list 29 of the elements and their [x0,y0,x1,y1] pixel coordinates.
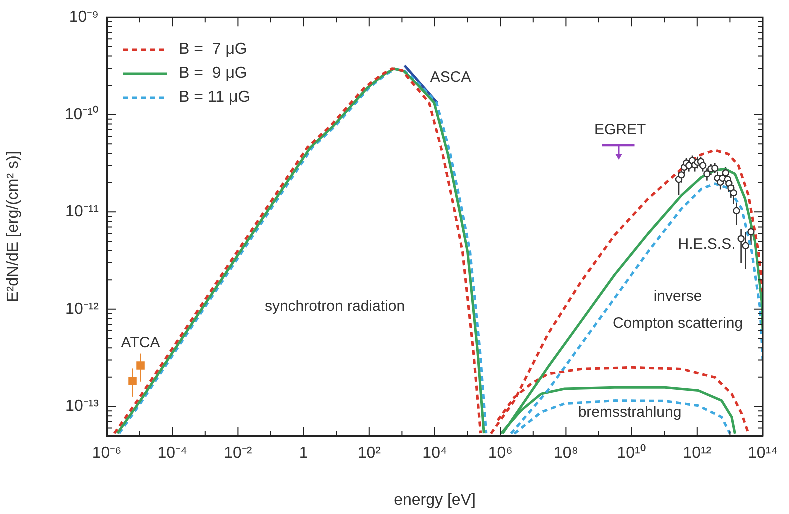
annotation: synchrotron radiation [264,298,406,316]
y-tick-label: 10⁻⁹ [69,9,99,26]
x-tick-label: 10⁻⁴ [158,445,188,462]
annotation: inverse [654,288,702,306]
y-tick-label: 10⁻¹² [66,300,100,318]
x-tick-label: 1 [299,445,308,462]
y-axis-title: E²dN/dE [erg/(cm² s)] [5,151,22,302]
x-tick-label: 10¹² [683,445,712,462]
x-tick-label: 10⁻² [224,445,253,462]
x-tick-label: 10¹⁰ [617,444,646,462]
y-tick-label: 10⁻¹³ [66,398,100,416]
series-label: ATCA [121,334,160,352]
x-tick-label: 10¹⁴ [748,445,778,462]
x-tick-label: 10⁸ [554,445,578,462]
y-tick-label: 10⁻¹¹ [66,204,99,221]
series-label: H.E.S.S. [678,236,736,253]
series-label: ASCA [430,68,472,86]
y-tick-label: 10⁻¹⁰ [64,105,99,124]
x-axis-title: energy [eV] [394,492,476,509]
x-tick-label: 10² [358,445,382,462]
legend-label: B = 11 μG [179,88,251,107]
legend-label: B = 7 μG [179,40,248,59]
annotation: bremsstrahlung [578,404,682,422]
x-tick-label: 10⁻⁶ [92,445,122,462]
series-label: EGRET [594,122,646,139]
x-tick-label: 10⁶ [488,445,513,462]
x-tick-label: 10⁴ [422,445,448,462]
annotation: Compton scattering [612,315,744,332]
legend-label: B = 9 μG [179,64,248,83]
